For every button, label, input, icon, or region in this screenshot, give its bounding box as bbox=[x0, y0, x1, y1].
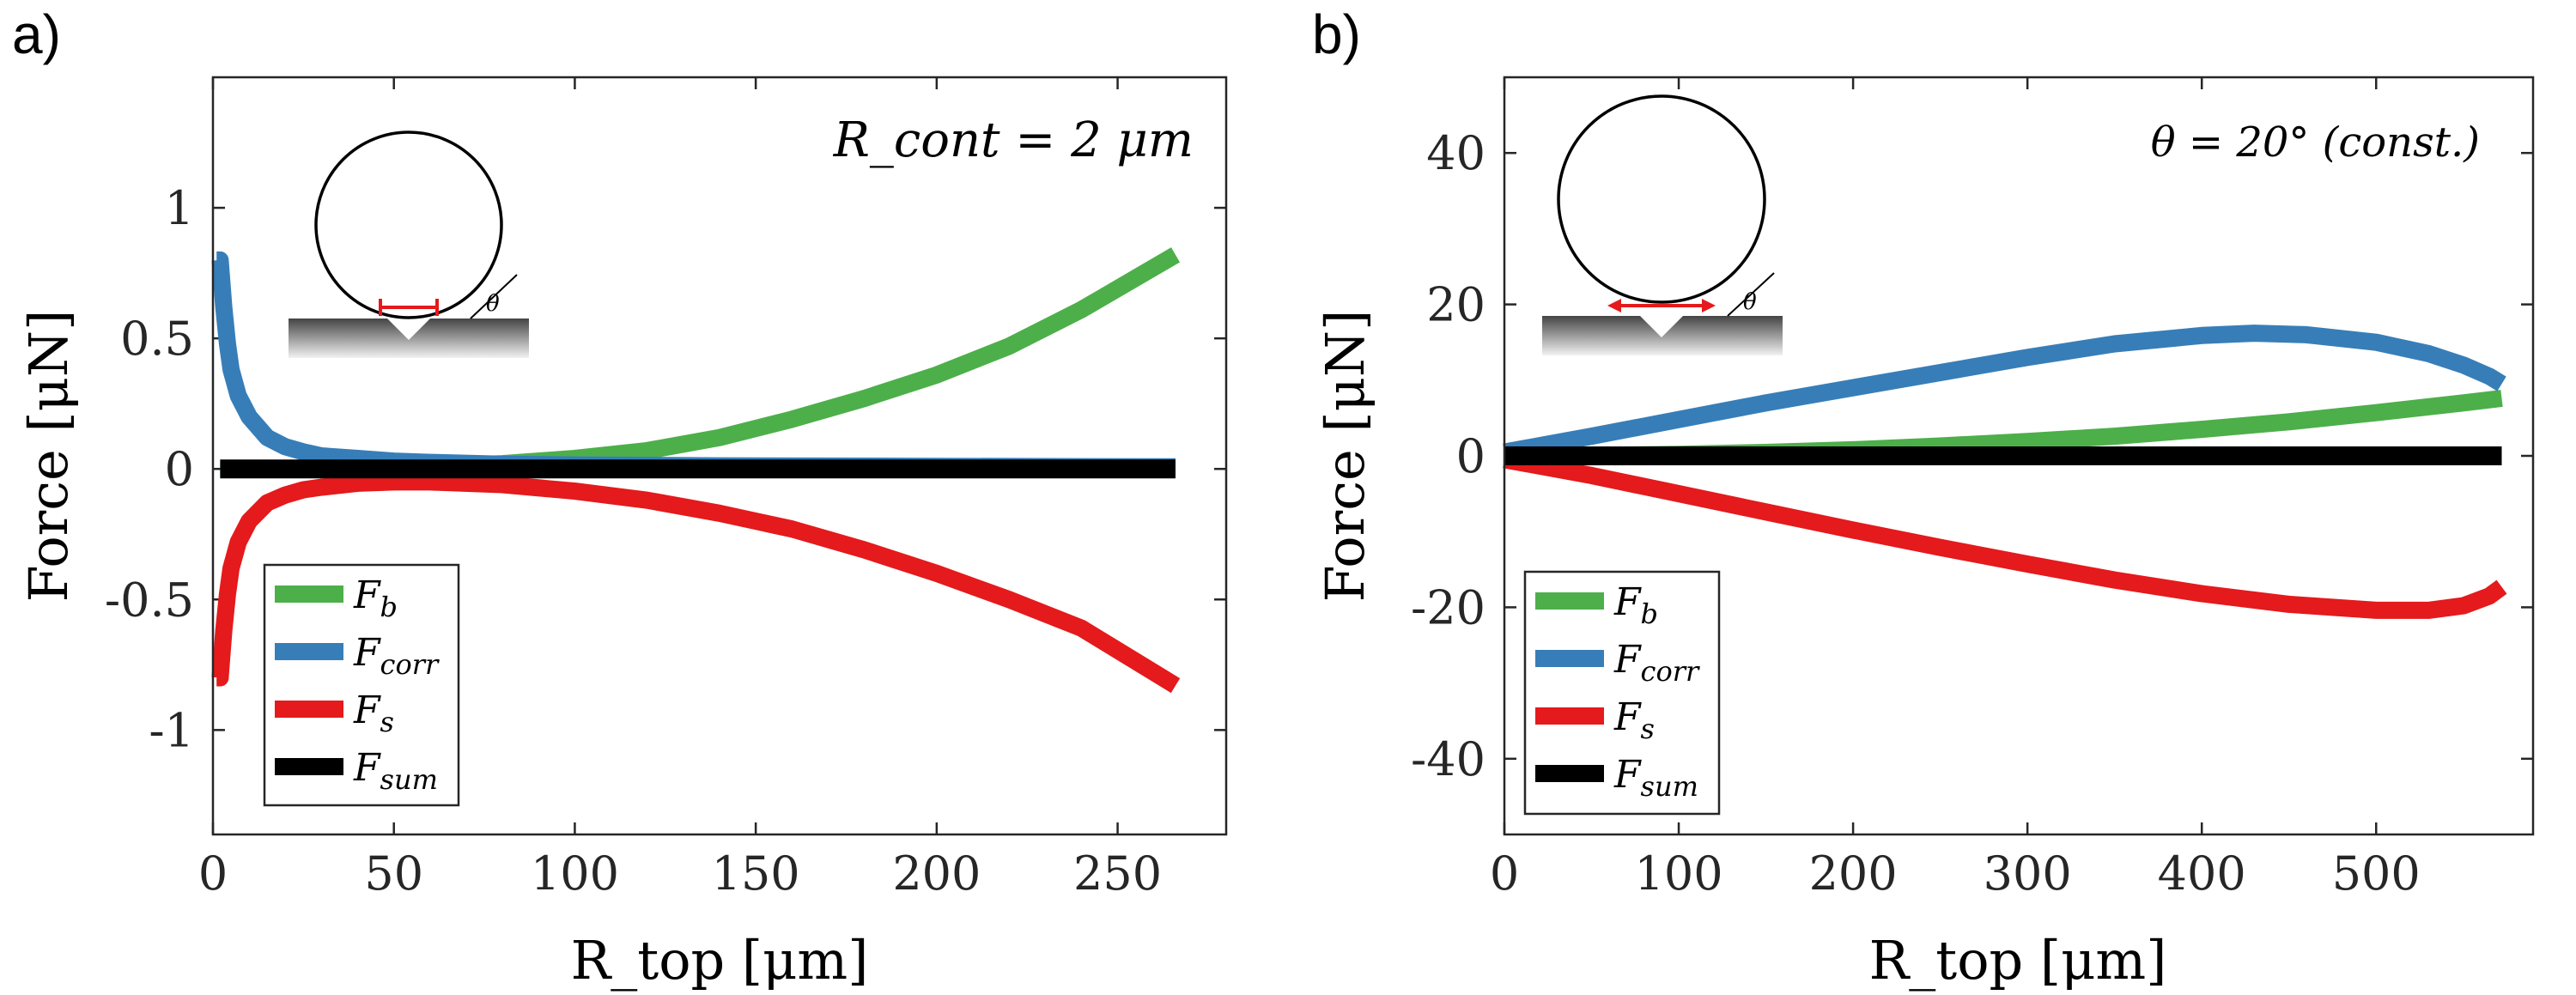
series-line-f-s bbox=[211, 473, 1181, 694]
x-tick-label: 0 bbox=[198, 846, 228, 901]
legend-label-f-corr: Fcorr bbox=[353, 631, 440, 681]
y-axis-label-b: Force [μN] bbox=[1314, 310, 1376, 603]
theta-symbol-a: θ bbox=[486, 291, 500, 317]
tangent-line-b bbox=[1727, 272, 1775, 317]
tick-labels-a: 0 50 100 150 200 250 1 0.5 0 -0.5 -1 bbox=[105, 181, 1162, 901]
legend-label-f-b: Fb bbox=[353, 573, 398, 623]
x-axis-label-b: R_top [μm] bbox=[1869, 929, 2167, 992]
y-tick-label: 1 bbox=[165, 181, 194, 235]
legend-label-f-corr: Fcorr bbox=[1613, 638, 1700, 688]
axis-ticks-a bbox=[211, 77, 1226, 834]
y-axis-label-a: Force [μN] bbox=[17, 310, 80, 603]
y-tick-label: 40 bbox=[1426, 126, 1485, 180]
x-tick-label: 300 bbox=[1984, 846, 2072, 901]
series-lines-a bbox=[211, 247, 1181, 694]
droplet-inset-b: θ bbox=[1542, 94, 1783, 355]
series-line-f-corr bbox=[1503, 325, 2506, 461]
annotation-b: θ = 20° (const.) bbox=[2151, 118, 2480, 167]
y-tick-label: 0 bbox=[165, 442, 194, 496]
x-tick-label: 400 bbox=[2158, 846, 2246, 901]
legend-label-f-s: Fs bbox=[1613, 695, 1655, 745]
substrate-notch-b bbox=[1640, 316, 1683, 337]
x-axis-label-a: R_top [μm] bbox=[571, 929, 869, 992]
x-tick-label: 100 bbox=[1635, 846, 1723, 901]
chart-panel-a: 0 50 100 150 200 250 1 0.5 0 -0.5 -1 R_top [μm] Fo… bbox=[17, 76, 1228, 992]
legend-a: Fb Fcorr Fs Fsum bbox=[263, 563, 460, 807]
arrow-right-b bbox=[1702, 299, 1716, 312]
axis-ticks-b bbox=[1503, 77, 2533, 834]
panel-label-a: a) bbox=[12, 3, 61, 65]
plot-frame-b bbox=[1503, 76, 2535, 836]
x-tick-label: 500 bbox=[2332, 846, 2421, 901]
arrow-left-b bbox=[1607, 299, 1621, 312]
x-tick-label: 0 bbox=[1490, 846, 1519, 901]
plot-frame-a bbox=[211, 76, 1228, 836]
droplet-circle-a bbox=[314, 130, 503, 319]
tangent-line-a bbox=[470, 274, 518, 319]
legend-label-f-sum: Fsum bbox=[1613, 753, 1698, 803]
x-tick-label: 250 bbox=[1073, 846, 1162, 901]
y-tick-label: -1 bbox=[149, 703, 194, 757]
y-tick-label: 20 bbox=[1426, 278, 1485, 332]
droplet-circle-b bbox=[1557, 94, 1766, 304]
y-tick-label: 0 bbox=[1456, 429, 1485, 483]
series-line-f-s bbox=[1503, 451, 2507, 619]
y-tick-label: -40 bbox=[1411, 732, 1485, 786]
theta-symbol-b: θ bbox=[1743, 289, 1757, 315]
legend-label-f-b: Fb bbox=[1613, 580, 1658, 630]
series-line-f-b bbox=[220, 247, 1181, 478]
x-tick-label: 50 bbox=[364, 846, 423, 901]
x-tick-label: 200 bbox=[1809, 846, 1898, 901]
annotation-a: R_cont = 2 μm bbox=[833, 112, 1194, 168]
legend-b: Fb Fcorr Fs Fsum bbox=[1523, 570, 1721, 816]
x-tick-label: 200 bbox=[892, 846, 981, 901]
y-tick-label: 0.5 bbox=[120, 312, 194, 366]
series-lines-b bbox=[1503, 325, 2507, 619]
substrate-notch-a bbox=[387, 319, 430, 340]
y-tick-label: -20 bbox=[1411, 580, 1485, 634]
droplet-inset-a: θ bbox=[289, 130, 529, 358]
panel-label-b: b) bbox=[1312, 3, 1361, 65]
x-tick-label: 100 bbox=[531, 846, 619, 901]
legend-label-f-sum: Fsum bbox=[353, 746, 438, 796]
y-tick-label: -0.5 bbox=[105, 573, 194, 627]
x-tick-label: 150 bbox=[712, 846, 800, 901]
legend-label-f-s: Fs bbox=[353, 689, 394, 738]
